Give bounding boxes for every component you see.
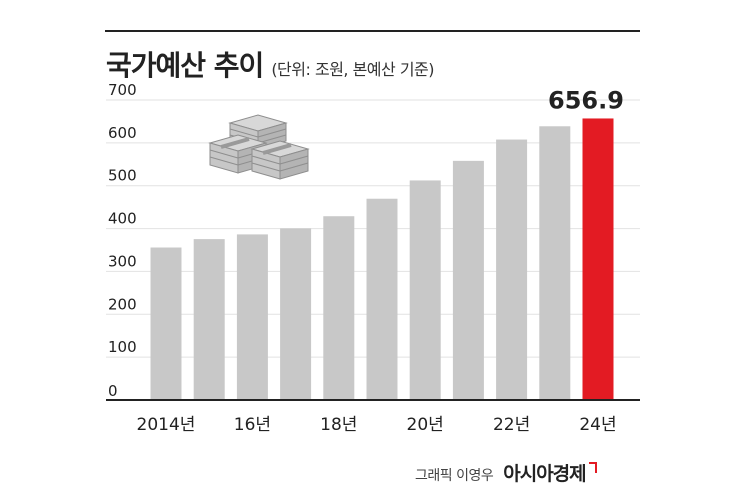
y-tick-label-0: 0 — [108, 382, 118, 400]
y-tick-label-100: 100 — [108, 338, 137, 356]
chart-title: 국가예산 추이 — [106, 49, 264, 82]
money-stack-icon — [208, 114, 310, 180]
money-stack-back — [228, 114, 288, 150]
graphic-credit: 그래픽 이영우 — [415, 468, 494, 484]
bars-layer — [150, 118, 614, 401]
bar-2021 — [452, 160, 484, 400]
bar-2014 — [150, 247, 182, 400]
money-stack-right — [250, 140, 310, 180]
x-tick-label-2016: 16년 — [234, 415, 271, 435]
brand-mark-icon — [588, 462, 597, 473]
x-tick-label-2018: 18년 — [320, 415, 357, 435]
x-tick-label-2014: 2014년 — [137, 415, 196, 435]
x-tick-label-2022: 22년 — [493, 415, 530, 435]
y-tick-label-400: 400 — [108, 210, 137, 228]
bar-2016 — [236, 234, 268, 400]
labels-layer: 0 100 200 300 400 500 600 700 2014년 16년 18년 20년 22년 2… — [108, 81, 624, 435]
top-rule — [105, 30, 640, 32]
bar-2019 — [366, 198, 398, 400]
bar-2017 — [280, 228, 312, 400]
bar-2020 — [409, 180, 441, 400]
y-tick-label-200: 200 — [108, 295, 137, 313]
brand-logo-text: 아시아경제 — [503, 463, 586, 485]
x-tick-label-2020: 20년 — [407, 415, 444, 435]
title-block: 국가예산 추이 (단위: 조원, 본예산 기준) — [106, 44, 435, 84]
x-tick-label-2024: 24년 — [579, 415, 616, 435]
y-tick-label-300: 300 — [108, 252, 137, 270]
bar-2024 — [582, 118, 614, 400]
y-tick-label-700: 700 — [108, 81, 137, 99]
bar-2022 — [496, 139, 528, 401]
bar-2023 — [539, 126, 571, 401]
data-label-2024: 656.9 — [548, 86, 624, 114]
bar-2015 — [193, 239, 225, 400]
y-tick-label-600: 600 — [108, 124, 137, 142]
y-tick-label-500: 500 — [108, 167, 137, 185]
bar-2018 — [323, 216, 355, 400]
footer-credit-block: 그래픽 이영우 아시아경제 — [415, 459, 597, 486]
chart-subtitle: (단위: 조원, 본예산 기준) — [271, 60, 435, 79]
